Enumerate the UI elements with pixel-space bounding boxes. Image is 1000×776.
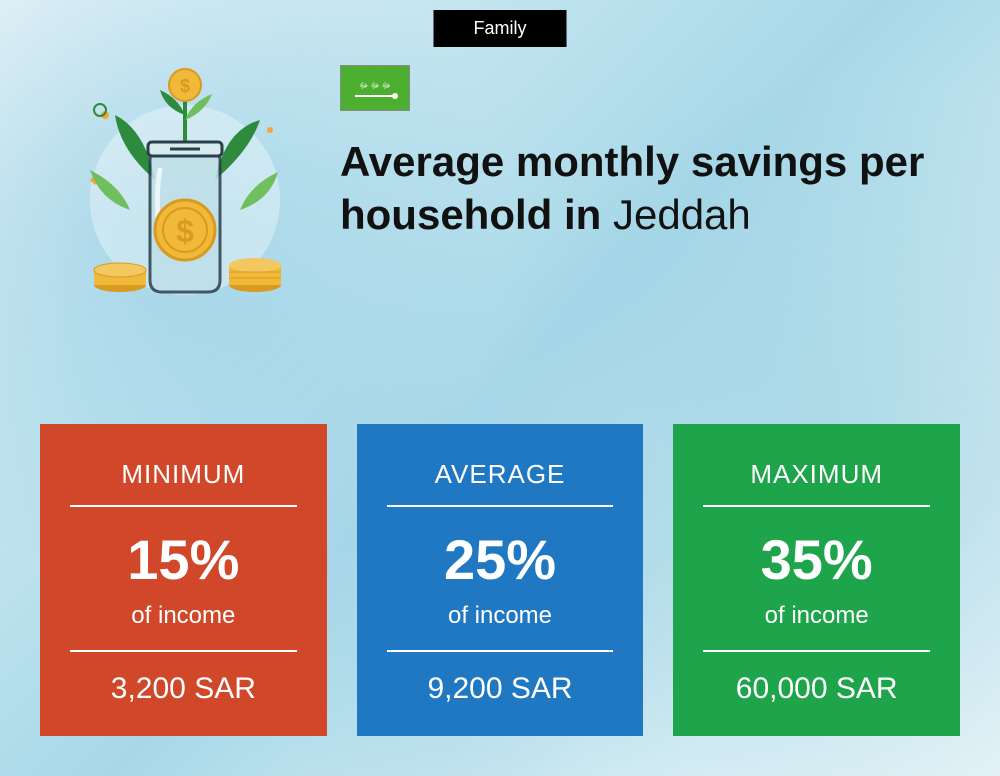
category-tag: Family <box>434 10 567 47</box>
card-maximum: MAXIMUM 35% of income 60,000 SAR <box>673 424 960 736</box>
stat-cards: MINIMUM 15% of income 3,200 SAR AVERAGE … <box>40 424 960 736</box>
card-sub: of income <box>70 602 297 652</box>
card-percent: 35% <box>703 527 930 592</box>
card-sub: of income <box>387 602 614 652</box>
title-block: ﷻ ﷻ ﷻ Average monthly savings per househ… <box>340 60 940 241</box>
page-title: Average monthly savings per household in… <box>340 136 940 241</box>
svg-text:$: $ <box>176 213 194 249</box>
card-percent: 15% <box>70 527 297 592</box>
card-amount: 3,200 SAR <box>70 672 297 706</box>
card-label: AVERAGE <box>387 459 614 507</box>
card-minimum: MINIMUM 15% of income 3,200 SAR <box>40 424 327 736</box>
header-area: $ <box>60 60 940 310</box>
card-sub: of income <box>703 602 930 652</box>
card-amount: 60,000 SAR <box>703 672 930 706</box>
card-average: AVERAGE 25% of income 9,200 SAR <box>357 424 644 736</box>
card-label: MAXIMUM <box>703 459 930 507</box>
flag-script-icon: ﷻ ﷻ ﷻ <box>359 80 391 92</box>
flag-sword-icon <box>355 95 395 97</box>
flag-saudi-arabia: ﷻ ﷻ ﷻ <box>340 65 410 111</box>
card-amount: 9,200 SAR <box>387 672 614 706</box>
svg-text:$: $ <box>180 76 190 96</box>
card-label: MINIMUM <box>70 459 297 507</box>
card-percent: 25% <box>387 527 614 592</box>
title-city: Jeddah <box>613 191 751 238</box>
savings-illustration: $ <box>60 60 310 310</box>
